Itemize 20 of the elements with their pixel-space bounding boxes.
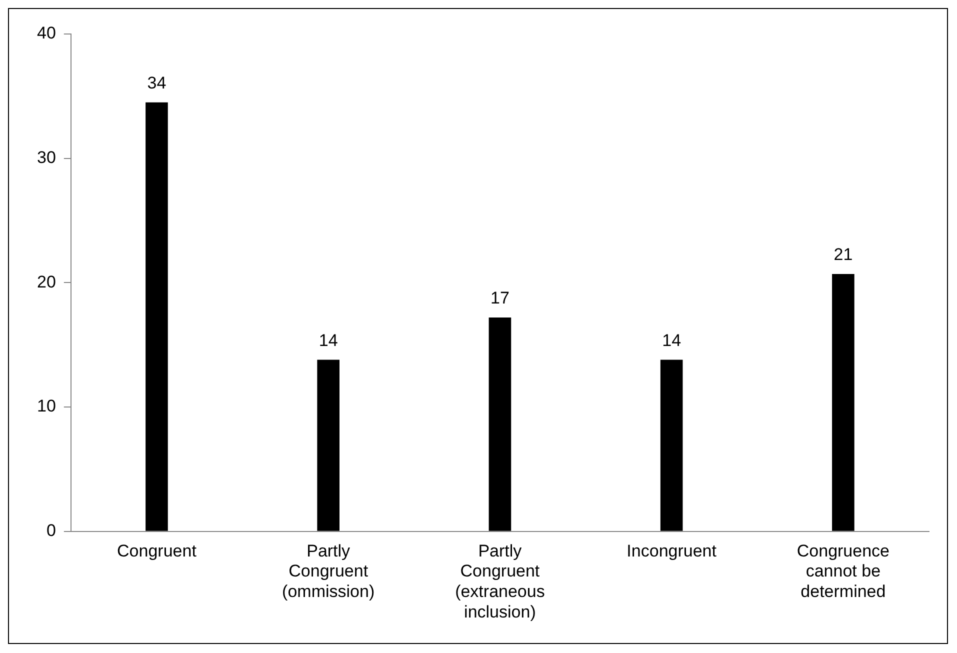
data-label: 14 (318, 330, 338, 350)
bar (488, 318, 512, 531)
bar (832, 274, 854, 531)
bar (146, 102, 168, 531)
x-tick-label: Partly Congruent (extraneous inclusion) (455, 541, 545, 622)
x-tick-label: Incongruent (626, 541, 717, 560)
y-tick-label: 0 (46, 521, 56, 540)
x-tick-label: Congruence cannot be determined (796, 541, 890, 602)
y-tick-label: 10 (36, 396, 56, 416)
y-tick-label: 40 (36, 24, 56, 43)
y-tick-label: 20 (36, 272, 56, 292)
x-tick-label: Partly Congruent (ommission) (282, 541, 375, 602)
data-label: 14 (662, 330, 682, 350)
bar (660, 360, 683, 531)
x-tick-label: Congruent (117, 541, 197, 560)
y-tick-label: 30 (36, 148, 56, 168)
data-label: 17 (490, 288, 510, 308)
data-label: 21 (834, 245, 853, 264)
bar (317, 360, 340, 531)
data-label: 34 (147, 74, 166, 93)
